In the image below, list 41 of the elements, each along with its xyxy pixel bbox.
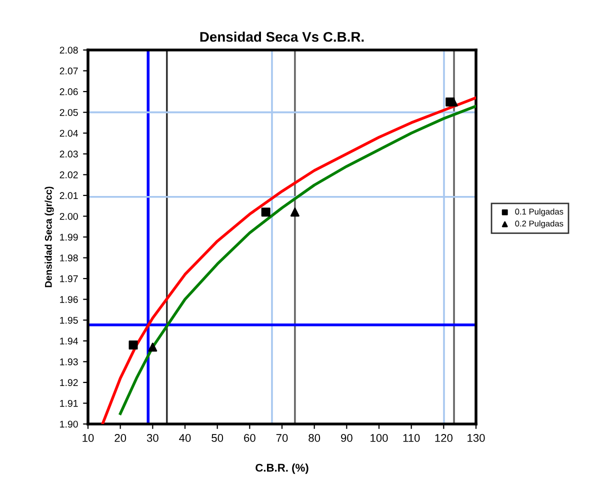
x-tick-label: 110 [403, 434, 420, 442]
x-tick-label: 50 [212, 434, 224, 442]
point [261, 208, 270, 217]
x-tick-label: 90 [341, 434, 352, 442]
y-tick-label: 1.94 [60, 338, 78, 345]
y-tick-label: 1.98 [60, 254, 78, 262]
y-tick-label: 2.02 [60, 171, 78, 178]
y-tick-label: 1.92 [60, 379, 78, 386]
x-tick-label: 10 [82, 434, 94, 442]
x-tick-label: 100 [370, 434, 388, 442]
x-tick-label: 130 [468, 434, 485, 442]
y-tick-label: 1.95 [60, 316, 78, 324]
legend-label: 0.1 Pulgadas [515, 208, 564, 216]
y-tick-label: 2.08 [60, 46, 78, 54]
y-tick-label: 2.03 [60, 150, 78, 158]
y-tick-label: 1.93 [60, 358, 78, 366]
point [290, 208, 300, 217]
x-tick-label: 60 [244, 434, 256, 442]
y-tick-label: 1.97 [60, 275, 78, 282]
y-tick-label: 1.91 [60, 400, 78, 407]
x-tick-label: 30 [146, 434, 158, 442]
chart-title: Densidad Seca Vs C.B.R. [200, 32, 364, 42]
y-tick-label: 2.06 [60, 88, 78, 96]
y-tick-label: 2.05 [60, 109, 78, 116]
x-tick-label: 80 [308, 434, 320, 442]
y-tick-label: 1.90 [60, 420, 78, 428]
x-tick-label: 20 [114, 434, 126, 442]
y-axis-title: Densidad Seca (gr/cc) [44, 186, 54, 288]
y-tick-label: 2.01 [60, 192, 78, 200]
x-tick-label: 40 [179, 434, 191, 442]
y-tick-label: 2.07 [60, 68, 78, 74]
y-tick-label: 2.00 [60, 212, 78, 220]
legend-label: 0.2 Pulgadas [515, 220, 564, 228]
x-axis-title: C.B.R. (%) [256, 464, 308, 474]
x-tick-label: 70 [276, 434, 288, 442]
y-tick-label: 2.04 [60, 130, 78, 137]
y-tick-label: 1.99 [60, 234, 78, 241]
x-tick-label: 120 [435, 434, 452, 442]
point [128, 340, 138, 350]
y-tick-label: 1.96 [60, 296, 78, 303]
point [148, 342, 158, 352]
